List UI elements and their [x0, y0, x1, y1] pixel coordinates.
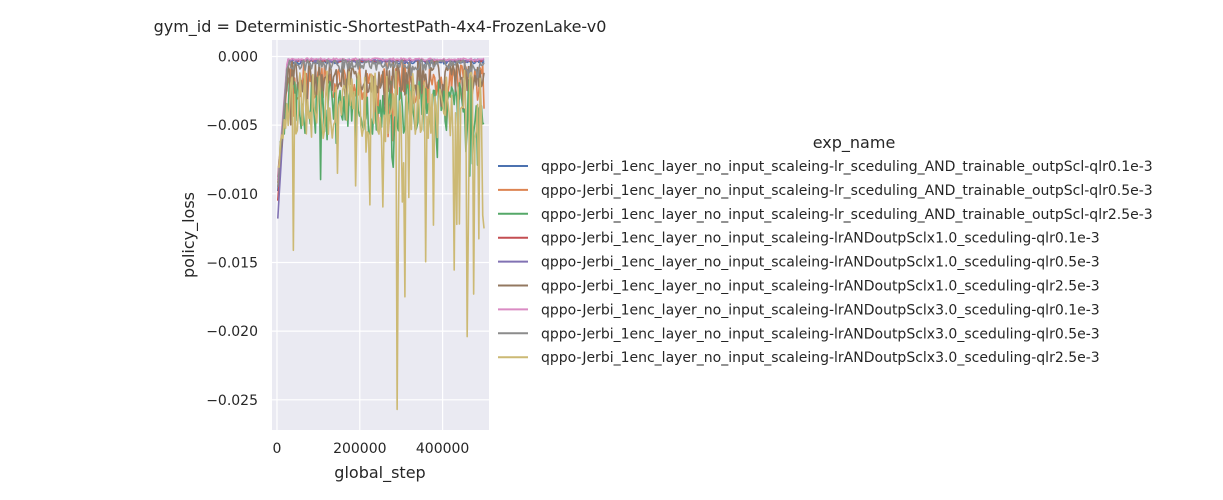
y-axis-ticks: 0.000 −0.005 −0.010 −0.015 −0.020 −0.025 — [206, 49, 258, 408]
legend-label: qppo-Jerbi_1enc_layer_no_input_scaleing-… — [541, 255, 1100, 271]
legend: exp_name qppo-Jerbi_1enc_layer_no_input_… — [498, 133, 1153, 366]
legend-label: qppo-Jerbi_1enc_layer_no_input_scaleing-… — [541, 159, 1153, 175]
x-axis-ticks: 0 200000 400000 — [273, 441, 470, 457]
y-tick-label: −0.005 — [206, 118, 258, 134]
y-tick-label: −0.020 — [206, 324, 258, 340]
legend-label: qppo-Jerbi_1enc_layer_no_input_scaleing-… — [541, 302, 1100, 318]
x-axis-label: global_step — [334, 463, 425, 483]
series-line — [277, 58, 485, 188]
legend-label: qppo-Jerbi_1enc_layer_no_input_scaleing-… — [541, 183, 1153, 199]
series-line — [277, 69, 485, 411]
chart-title: gym_id = Deterministic-ShortestPath-4x4-… — [154, 17, 607, 37]
series-lines — [277, 57, 485, 411]
y-tick-label: 0.000 — [218, 49, 258, 65]
y-tick-label: −0.015 — [206, 255, 258, 271]
legend-title: exp_name — [813, 133, 896, 153]
y-axis-label: policy_loss — [179, 192, 199, 278]
legend-label: qppo-Jerbi_1enc_layer_no_input_scaleing-… — [541, 350, 1100, 366]
x-tick-label: 200000 — [333, 441, 386, 457]
legend-label: qppo-Jerbi_1enc_layer_no_input_scaleing-… — [541, 231, 1100, 247]
x-tick-label: 400000 — [416, 441, 469, 457]
y-tick-label: −0.010 — [206, 187, 258, 203]
x-tick-label: 0 — [273, 441, 282, 457]
y-tick-label: −0.025 — [206, 393, 258, 409]
legend-label: qppo-Jerbi_1enc_layer_no_input_scaleing-… — [541, 326, 1100, 342]
legend-label: qppo-Jerbi_1enc_layer_no_input_scaleing-… — [541, 279, 1100, 295]
series-line — [277, 57, 485, 181]
legend-label: qppo-Jerbi_1enc_layer_no_input_scaleing-… — [541, 207, 1153, 223]
